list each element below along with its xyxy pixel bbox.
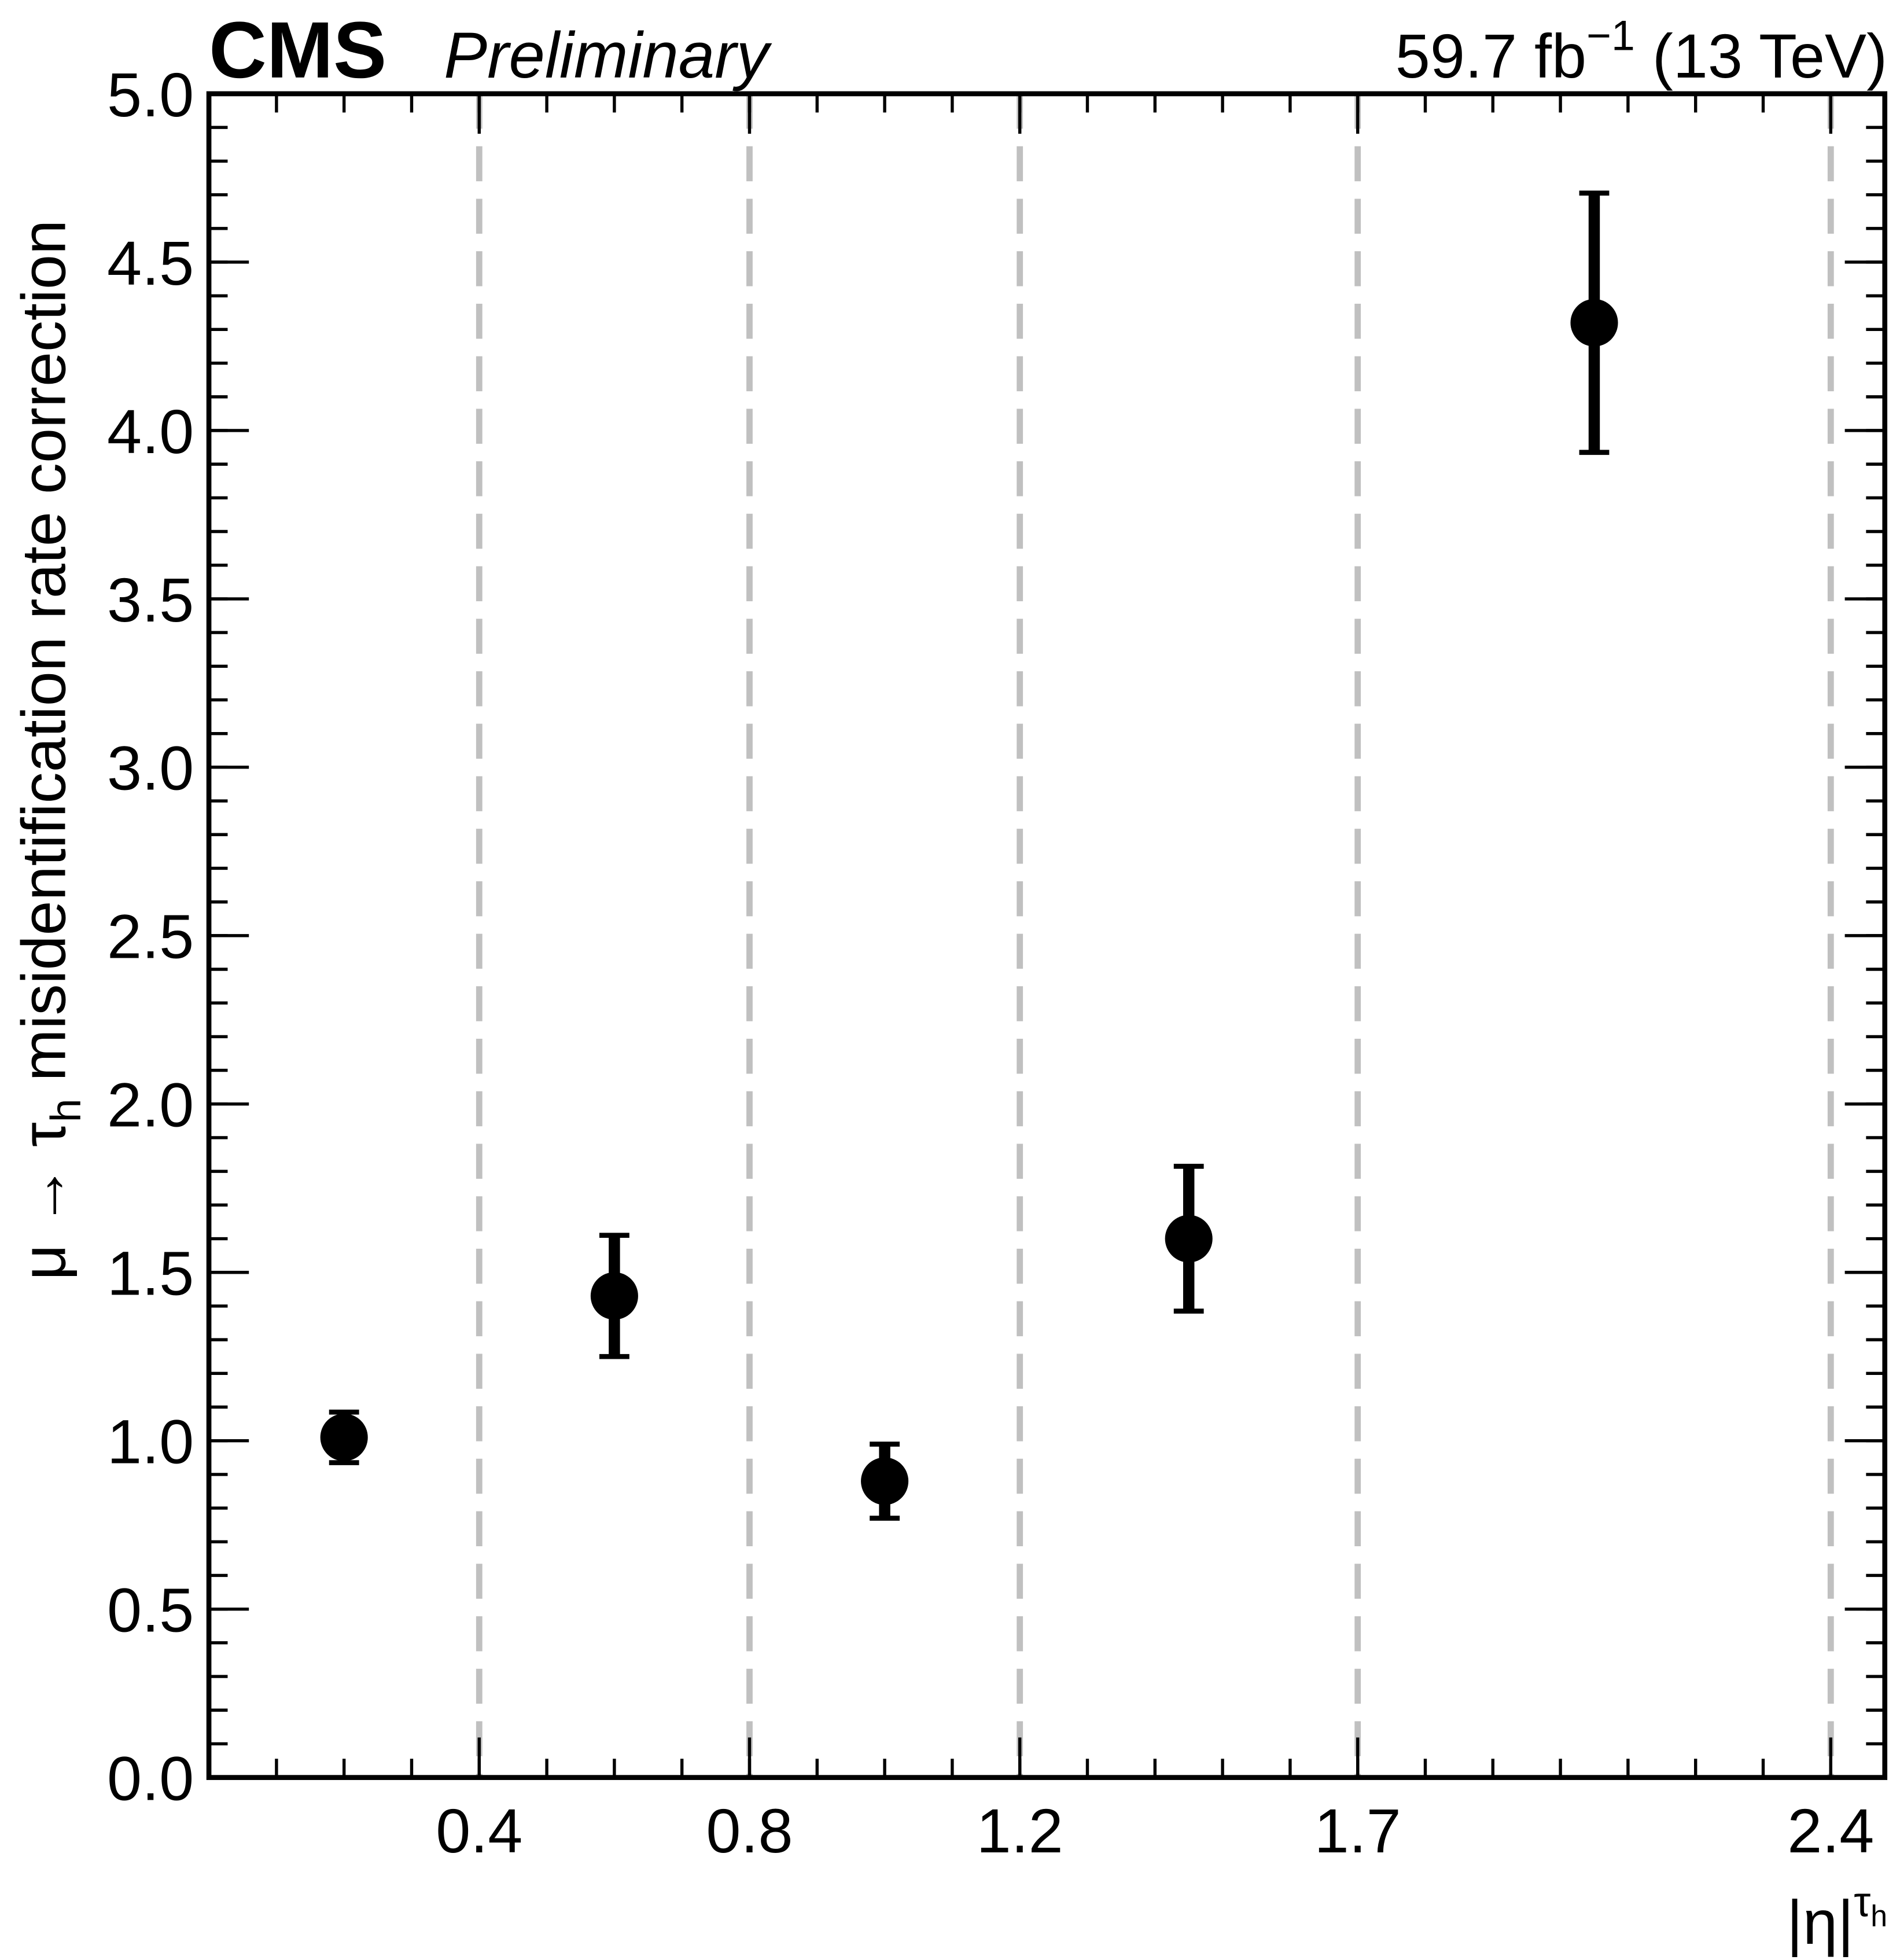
y-tick-label: 0.0	[107, 1744, 194, 1814]
y-tick-label: 3.0	[107, 733, 194, 803]
y-tick-label: 5.0	[107, 60, 194, 130]
y-tick-label: 4.0	[107, 396, 194, 466]
data-point	[1570, 299, 1618, 347]
y-tick-label: 0.5	[107, 1575, 194, 1645]
data-point	[1165, 1215, 1213, 1263]
data-point	[320, 1413, 368, 1461]
x-axis-label: |η|τh	[1787, 1878, 1887, 1957]
lumi-value: 59.7 fb	[1395, 21, 1586, 91]
experiment-label: CMS	[209, 6, 386, 95]
x-tick-label: 2.4	[1787, 1796, 1874, 1866]
x-label-sup-sub: h	[1870, 1899, 1887, 1933]
y-tick-label: 2.5	[107, 902, 194, 972]
x-tick-label: 1.2	[977, 1796, 1063, 1866]
lumi-energy: (13 TeV)	[1635, 21, 1887, 91]
lumi-exponent: −1	[1586, 12, 1635, 59]
y-tick-label: 4.5	[107, 228, 194, 298]
data-point	[590, 1272, 638, 1320]
y-axis-label: μ → τh misidentification rate correction	[9, 220, 90, 1280]
x-label-base: |η|	[1787, 1887, 1854, 1957]
data-point	[861, 1457, 909, 1505]
x-tick-label: 0.8	[706, 1796, 793, 1866]
y-tick-label: 1.5	[107, 1238, 194, 1308]
status-label: Preliminary	[444, 19, 772, 91]
y-label-sub: h	[42, 1098, 90, 1122]
y-label-suffix: misidentification rate correction	[9, 220, 79, 1099]
x-label-sup: τ	[1854, 1878, 1870, 1925]
x-tick-label: 1.7	[1314, 1796, 1401, 1866]
x-tick-label: 0.4	[436, 1796, 522, 1866]
y-tick-label: 3.5	[107, 565, 194, 635]
plot-frame	[206, 91, 1888, 1780]
y-label-prefix: μ → τ	[9, 1122, 79, 1280]
lumi-label: 59.7 fb−1 (13 TeV)	[1395, 12, 1887, 91]
y-tick-label: 2.0	[107, 1070, 194, 1140]
y-tick-label: 1.0	[107, 1407, 194, 1477]
